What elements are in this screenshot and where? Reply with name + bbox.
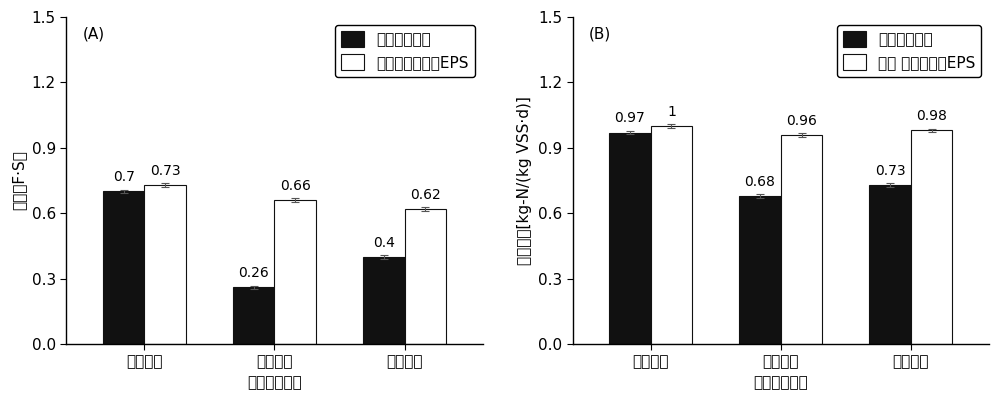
Bar xyxy=(405,209,446,344)
Text: 0.66: 0.66 xyxy=(280,179,311,193)
Bar xyxy=(274,200,316,344)
Legend: 未添加抑制剂, 添加强化反硒化EPS: 未添加抑制剂, 添加强化反硒化EPS xyxy=(335,25,475,77)
Bar xyxy=(739,196,781,344)
Text: 0.26: 0.26 xyxy=(238,266,269,280)
Bar xyxy=(781,135,822,344)
Text: 0.68: 0.68 xyxy=(744,174,775,188)
Bar xyxy=(651,126,692,344)
Text: 0.97: 0.97 xyxy=(614,111,645,126)
Text: 0.7: 0.7 xyxy=(113,170,135,184)
Text: 0.73: 0.73 xyxy=(875,164,905,178)
Text: 0.4: 0.4 xyxy=(373,235,395,249)
Text: 0.96: 0.96 xyxy=(786,113,817,128)
X-axis label: 不同运行阶段: 不同运行阶段 xyxy=(753,375,808,390)
Bar xyxy=(144,185,186,344)
Y-axis label: 飗粒活性[kg-N/(kg VSS·d)]: 飗粒活性[kg-N/(kg VSS·d)] xyxy=(517,96,532,265)
Legend: 未添加抑制剂, 添加 强化反硒化EPS: 未添加抑制剂, 添加 强化反硒化EPS xyxy=(837,25,981,77)
Y-axis label: 强度（F·S）: 强度（F·S） xyxy=(11,151,26,211)
Bar xyxy=(911,130,952,344)
Bar xyxy=(363,257,405,344)
Bar xyxy=(233,287,274,344)
X-axis label: 不同运行阶段: 不同运行阶段 xyxy=(247,375,302,390)
Text: 0.73: 0.73 xyxy=(150,164,181,178)
Text: 0.98: 0.98 xyxy=(916,109,947,123)
Text: (B): (B) xyxy=(589,27,611,42)
Bar xyxy=(103,191,144,344)
Text: 1: 1 xyxy=(667,105,676,119)
Text: (A): (A) xyxy=(83,27,105,42)
Bar xyxy=(869,185,911,344)
Bar xyxy=(609,133,651,344)
Text: 0.62: 0.62 xyxy=(410,188,441,202)
